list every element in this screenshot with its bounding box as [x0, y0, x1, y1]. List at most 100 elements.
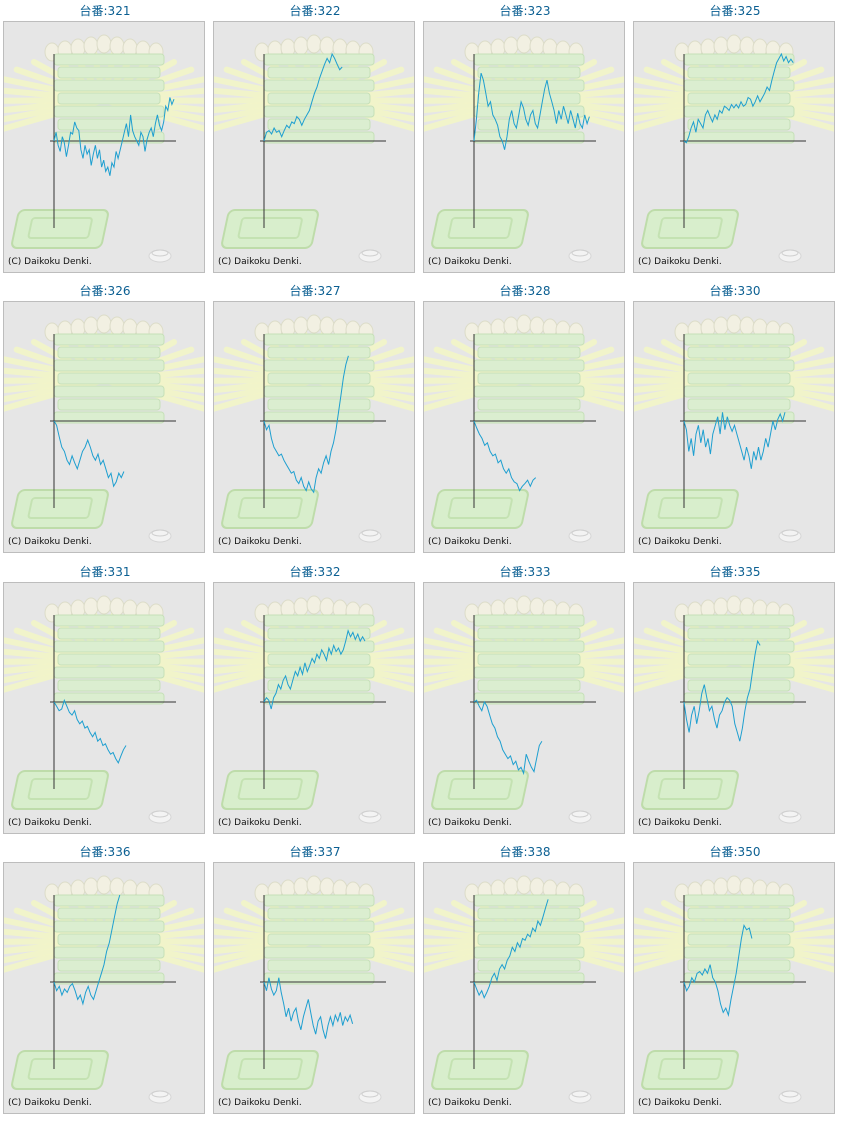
machine-graph-card: 台番:332 (C) Daikoku Denki. — [210, 561, 420, 841]
copyright-text: (C) Daikoku Denki. — [218, 257, 302, 267]
slump-series-line — [263, 52, 343, 142]
slump-series-line — [473, 72, 590, 150]
background-artwork — [214, 595, 414, 824]
slump-series-line — [263, 977, 354, 1039]
copyright-text: (C) Daikoku Denki. — [8, 257, 92, 267]
graph-panel: (C) Daikoku Denki. — [213, 21, 415, 273]
copyright-text: (C) Daikoku Denki. — [8, 537, 92, 547]
slump-graph — [634, 34, 834, 263]
slump-graph — [4, 34, 204, 263]
graph-panel: (C) Daikoku Denki. — [3, 862, 205, 1114]
machine-graph-card: 台番:321 (C) Daikoku Denki. — [0, 0, 210, 280]
machine-graph-card: 台番:350 (C) Daikoku Denki. — [630, 841, 840, 1121]
copyright-text: (C) Daikoku Denki. — [218, 818, 302, 828]
machine-graph-card: 台番:326 (C) Daikoku Denki. — [0, 280, 210, 560]
machine-number-title[interactable]: 台番:325 — [709, 4, 761, 18]
background-artwork — [424, 34, 624, 263]
slump-series-line — [53, 894, 121, 1006]
slump-series-line — [683, 924, 753, 1018]
machine-number-title[interactable]: 台番:327 — [289, 284, 341, 298]
graph-panel: (C) Daikoku Denki. — [3, 21, 205, 273]
background-artwork — [424, 595, 624, 824]
copyright-text: (C) Daikoku Denki. — [428, 257, 512, 267]
copyright-text: (C) Daikoku Denki. — [8, 1098, 92, 1108]
slump-graph — [634, 875, 834, 1104]
machine-number-title[interactable]: 台番:322 — [289, 4, 341, 18]
machine-number-title[interactable]: 台番:335 — [709, 565, 761, 579]
copyright-text: (C) Daikoku Denki. — [638, 257, 722, 267]
copyright-text: (C) Daikoku Denki. — [638, 537, 722, 547]
machine-number-title[interactable]: 台番:321 — [79, 4, 131, 18]
slump-graph — [214, 875, 414, 1104]
machine-number-title[interactable]: 台番:330 — [709, 284, 761, 298]
machine-graph-card: 台番:323 (C) Daikoku Denki. — [420, 0, 630, 280]
machine-number-title[interactable]: 台番:328 — [499, 284, 551, 298]
graph-panel: (C) Daikoku Denki. — [423, 21, 625, 273]
machine-graph-card: 台番:337 (C) Daikoku Denki. — [210, 841, 420, 1121]
slump-graph — [214, 595, 414, 824]
slump-series-line — [53, 420, 125, 488]
slump-series-line — [53, 97, 175, 176]
graph-panel: (C) Daikoku Denki. — [633, 301, 835, 553]
machine-graph-card: 台番:336 (C) Daikoku Denki. — [0, 841, 210, 1121]
slump-graph — [4, 875, 204, 1104]
slump-graph — [4, 595, 204, 824]
graph-panel: (C) Daikoku Denki. — [213, 862, 415, 1114]
background-artwork — [214, 314, 414, 543]
background-artwork — [4, 34, 204, 263]
background-artwork — [634, 875, 834, 1104]
machine-number-title[interactable]: 台番:323 — [499, 4, 551, 18]
machine-number-title[interactable]: 台番:332 — [289, 565, 341, 579]
slump-graph — [214, 34, 414, 263]
copyright-text: (C) Daikoku Denki. — [638, 818, 722, 828]
slump-series-line — [263, 355, 349, 494]
slump-graph — [424, 34, 624, 263]
copyright-text: (C) Daikoku Denki. — [638, 1098, 722, 1108]
slump-graph — [634, 314, 834, 543]
background-artwork — [634, 314, 834, 543]
machine-number-title[interactable]: 台番:331 — [79, 565, 131, 579]
machine-number-title[interactable]: 台番:326 — [79, 284, 131, 298]
slump-series-line — [683, 639, 761, 742]
slump-series-line — [473, 699, 543, 776]
slump-graph — [424, 875, 624, 1104]
slump-graph — [424, 314, 624, 543]
background-artwork — [424, 875, 624, 1104]
machine-graph-card: 台番:331 (C) Daikoku Denki. — [0, 561, 210, 841]
machine-graph-card: 台番:325 (C) Daikoku Denki. — [630, 0, 840, 280]
slump-graph — [214, 314, 414, 543]
machine-graph-card: 台番:330 (C) Daikoku Denki. — [630, 280, 840, 560]
graph-panel: (C) Daikoku Denki. — [633, 862, 835, 1114]
background-artwork — [4, 595, 204, 824]
slump-graph — [424, 595, 624, 824]
slump-graph — [634, 595, 834, 824]
copyright-text: (C) Daikoku Denki. — [218, 537, 302, 547]
graph-panel: (C) Daikoku Denki. — [633, 21, 835, 273]
graph-panel: (C) Daikoku Denki. — [423, 862, 625, 1114]
machine-graph-card: 台番:338 (C) Daikoku Denki. — [420, 841, 630, 1121]
background-artwork — [424, 314, 624, 543]
graph-panel: (C) Daikoku Denki. — [633, 582, 835, 834]
background-artwork — [214, 34, 414, 263]
machine-graph-card: 台番:335 (C) Daikoku Denki. — [630, 561, 840, 841]
slump-series-line — [473, 420, 537, 492]
copyright-text: (C) Daikoku Denki. — [428, 818, 512, 828]
graph-panel: (C) Daikoku Denki. — [213, 582, 415, 834]
machine-graph-card: 台番:322 (C) Daikoku Denki. — [210, 0, 420, 280]
graph-panel: (C) Daikoku Denki. — [423, 582, 625, 834]
slump-series-line — [263, 629, 366, 710]
graph-panel: (C) Daikoku Denki. — [3, 301, 205, 553]
machine-graph-card: 台番:327 (C) Daikoku Denki. — [210, 280, 420, 560]
background-artwork — [4, 314, 204, 543]
background-artwork — [4, 875, 204, 1104]
machine-number-title[interactable]: 台番:337 — [289, 845, 341, 859]
machine-number-title[interactable]: 台番:333 — [499, 565, 551, 579]
copyright-text: (C) Daikoku Denki. — [428, 1098, 512, 1108]
slump-series-line — [473, 899, 549, 999]
machine-number-title[interactable]: 台番:350 — [709, 845, 761, 859]
machine-number-title[interactable]: 台番:338 — [499, 845, 551, 859]
graph-panel: (C) Daikoku Denki. — [423, 301, 625, 553]
machine-number-title[interactable]: 台番:336 — [79, 845, 131, 859]
slump-graph — [4, 314, 204, 543]
